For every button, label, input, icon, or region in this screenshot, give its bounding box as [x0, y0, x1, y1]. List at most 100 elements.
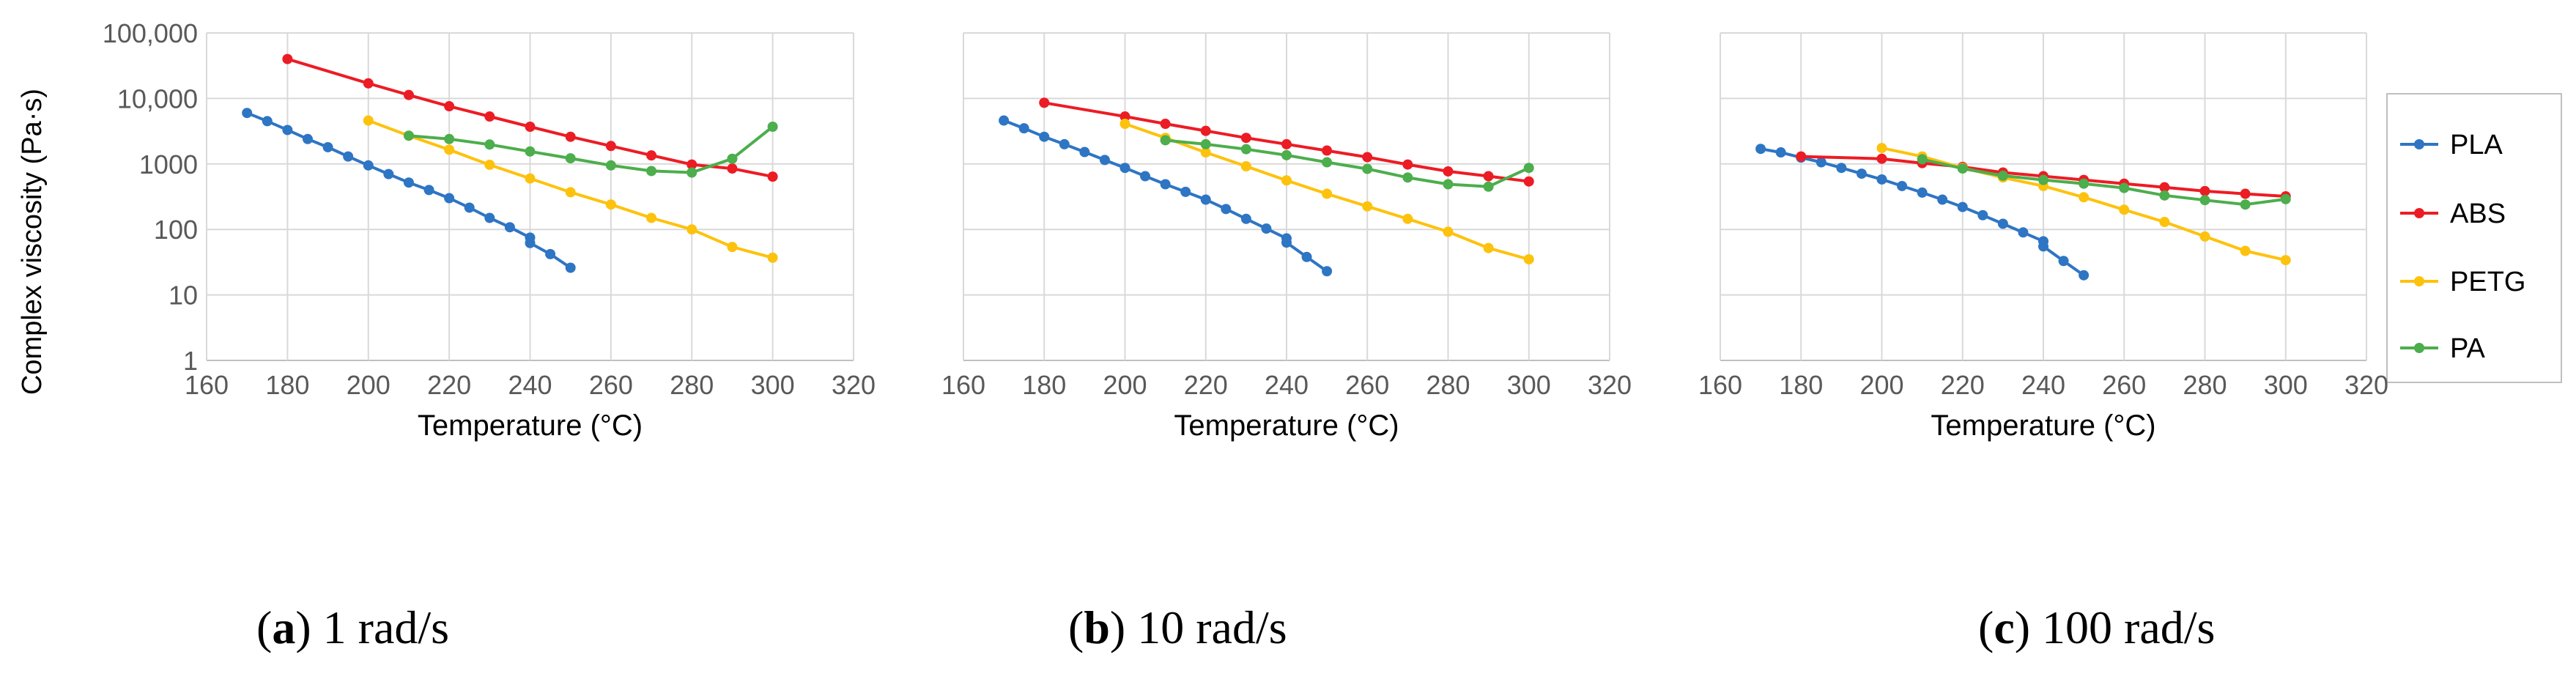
- x-tick-label: 300: [1507, 370, 1551, 400]
- data-point-pla: [1221, 204, 1232, 215]
- data-point-abs: [444, 101, 455, 112]
- legend-label-pla: PLA: [2450, 130, 2503, 160]
- data-point-pla: [1261, 223, 1272, 234]
- data-point-pa: [605, 160, 616, 171]
- data-point-abs: [1523, 176, 1534, 187]
- data-point-abs: [2159, 182, 2170, 193]
- data-point-abs: [282, 53, 293, 64]
- data-point-pla: [484, 212, 495, 223]
- caption-c-text: 100 rad/s: [2030, 601, 2215, 653]
- legend-marker-pa: [2414, 343, 2424, 353]
- data-point-pla: [1240, 213, 1251, 224]
- data-point-pla: [1937, 194, 1948, 205]
- data-point-petg: [2280, 255, 2291, 266]
- data-point-petg: [1443, 226, 1454, 237]
- panel-a: 1 10 100 1000 10,000 100,000 160 180 200 220 240 26…: [103, 18, 876, 442]
- data-point-abs: [2199, 185, 2210, 196]
- data-point-pa: [1917, 154, 1928, 165]
- data-point-pla: [545, 248, 556, 259]
- data-point-pa: [1443, 179, 1454, 190]
- data-point-pla: [464, 202, 475, 213]
- data-point-petg: [2079, 192, 2090, 203]
- data-point-pla: [999, 115, 1010, 126]
- data-point-pla: [1281, 237, 1292, 248]
- x-tick-label: 300: [751, 370, 795, 400]
- caption-c-letter: c: [1994, 601, 2014, 653]
- y-tick-label: 10: [169, 281, 198, 311]
- data-point-pa: [1200, 138, 1211, 149]
- data-point-pla: [1856, 168, 1867, 179]
- data-point-abs: [1200, 125, 1211, 136]
- data-point-abs: [1796, 151, 1807, 162]
- data-point-petg: [1322, 188, 1333, 199]
- data-point-abs: [565, 131, 576, 142]
- data-point-pla: [444, 193, 455, 204]
- data-point-pa: [1402, 172, 1413, 183]
- data-point-pla: [1301, 251, 1312, 262]
- data-point-pla: [2079, 270, 2090, 281]
- data-point-pla: [1816, 157, 1826, 168]
- data-point-petg: [444, 144, 455, 155]
- x-tick-label: 160: [1698, 370, 1742, 400]
- data-point-pla: [1876, 174, 1887, 185]
- data-point-abs: [605, 141, 616, 152]
- x-tick-label: 180: [1779, 370, 1823, 400]
- data-point-petg: [1523, 253, 1534, 264]
- data-point-abs: [686, 159, 697, 170]
- data-point-pla: [1160, 179, 1171, 190]
- x-tick-label: 320: [832, 370, 876, 400]
- legend-label-pa: PA: [2450, 333, 2486, 364]
- x-tick-label: 160: [185, 370, 229, 400]
- x-tick-label: 260: [1345, 370, 1389, 400]
- caption-b-text: 10 rad/s: [1125, 601, 1287, 653]
- data-point-pla: [403, 177, 414, 188]
- data-point-abs: [646, 150, 657, 161]
- series-line-pa: [408, 125, 774, 174]
- data-point-petg: [2240, 245, 2251, 256]
- data-point-petg: [2159, 217, 2170, 228]
- data-point-petg: [1119, 119, 1130, 130]
- data-point-pla: [2038, 241, 2048, 252]
- x-axis-title: Temperature (°C): [1174, 409, 1399, 442]
- data-point-pa: [1160, 135, 1171, 146]
- legend-entry-abs: ABS: [2400, 199, 2506, 229]
- data-point-pa: [1322, 157, 1333, 168]
- data-point-abs: [1443, 166, 1454, 177]
- x-tick-label: 240: [2021, 370, 2065, 400]
- data-point-pla: [525, 237, 536, 248]
- data-point-pla: [282, 125, 293, 136]
- data-point-abs: [1281, 138, 1292, 149]
- data-point-pa: [525, 146, 536, 157]
- y-tick-label: 100: [154, 215, 198, 245]
- data-point-pla: [1140, 171, 1151, 182]
- legend-marker-abs: [2414, 208, 2424, 218]
- data-point-abs: [1160, 119, 1171, 130]
- data-point-pla: [1997, 218, 2008, 229]
- data-point-petg: [2119, 204, 2130, 215]
- data-point-pa: [2159, 190, 2170, 201]
- series-line-pa: [1922, 157, 2287, 207]
- data-point-pla: [1917, 187, 1928, 198]
- data-point-pla: [1180, 186, 1191, 197]
- series-line-pa: [1165, 138, 1530, 188]
- data-point-pa: [2119, 182, 2130, 193]
- data-point-pla: [1957, 201, 1968, 212]
- data-point-pla: [1755, 144, 1766, 155]
- data-point-pa: [2240, 199, 2251, 210]
- data-point-abs: [403, 89, 414, 100]
- caption-a-text: 1 rad/s: [311, 601, 449, 653]
- x-tick-label: 200: [347, 370, 391, 400]
- data-point-abs: [1240, 133, 1251, 144]
- data-point-pla: [1200, 194, 1211, 205]
- caption-a: (a) 1 rad/s: [256, 601, 449, 653]
- x-tick-label: 160: [941, 370, 985, 400]
- data-point-pla: [1775, 147, 1786, 158]
- data-point-abs: [727, 163, 738, 174]
- y-tick-label: 10,000: [117, 84, 198, 114]
- data-point-pa: [2199, 195, 2210, 206]
- data-point-petg: [1240, 161, 1251, 172]
- data-point-pla: [383, 168, 394, 179]
- data-point-petg: [2199, 231, 2210, 242]
- data-point-abs: [363, 78, 374, 89]
